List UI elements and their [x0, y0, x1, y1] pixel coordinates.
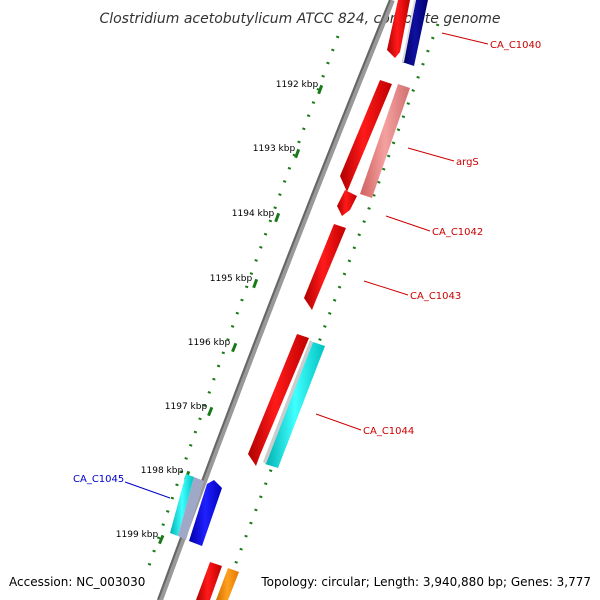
tick-label: 1197 kbp — [165, 402, 208, 412]
ruler-ticks: 1192 kbp 1193 kbp 1194 kbp 1195 kbp 1196… — [116, 80, 324, 545]
gene-features — [170, 0, 428, 600]
label-args: argS — [456, 157, 479, 168]
tick-label: 1195 kbp — [210, 274, 253, 284]
gene-ca-c1040[interactable] — [387, 0, 410, 58]
gene-args[interactable] — [340, 80, 392, 192]
gene-labels: CA_C1040 argS CA_C1042 CA_C1043 CA_C1044… — [73, 32, 541, 499]
gene-blue-1199[interactable] — [189, 480, 222, 546]
tick-label: 1194 kbp — [232, 209, 275, 219]
label-ca-c1043: CA_C1043 — [410, 291, 461, 302]
tick-label: 1198 kbp — [141, 466, 184, 476]
tick-label: 1193 kbp — [253, 144, 296, 154]
gene-ca-c1044-cyan[interactable] — [265, 342, 325, 468]
accession-text: Accession: NC_003030 — [9, 575, 145, 589]
gene-navy-top[interactable] — [402, 0, 428, 66]
gene-orange-bottom[interactable] — [216, 568, 239, 600]
tick-label: 1192 kbp — [276, 80, 319, 90]
ruler-arc-outer — [220, 23, 440, 600]
gene-ca-c1043[interactable] — [304, 224, 346, 310]
label-ca-c1045: CA_C1045 — [73, 474, 124, 485]
label-ca-c1040: CA_C1040 — [490, 40, 541, 51]
map-title: Clostridium acetobutylicum ATCC 824, com… — [99, 11, 500, 27]
gene-ca-c1042[interactable] — [337, 190, 357, 216]
tick-label: 1199 kbp — [116, 530, 159, 540]
ruler-arc-inner — [138, 35, 340, 593]
topology-text: Topology: circular; Length: 3,940,880 bp… — [260, 575, 591, 589]
label-ca-c1042: CA_C1042 — [432, 227, 483, 238]
gene-ca-c1045[interactable] — [170, 474, 194, 536]
gene-red-bottom[interactable] — [196, 562, 222, 600]
gene-args-pink[interactable] — [360, 84, 410, 198]
gene-ca-c1045-gray[interactable] — [178, 477, 204, 540]
gene-ca-c1044[interactable] — [248, 334, 309, 466]
label-ca-c1044: CA_C1044 — [363, 426, 414, 437]
tick-label: 1196 kbp — [188, 338, 231, 348]
